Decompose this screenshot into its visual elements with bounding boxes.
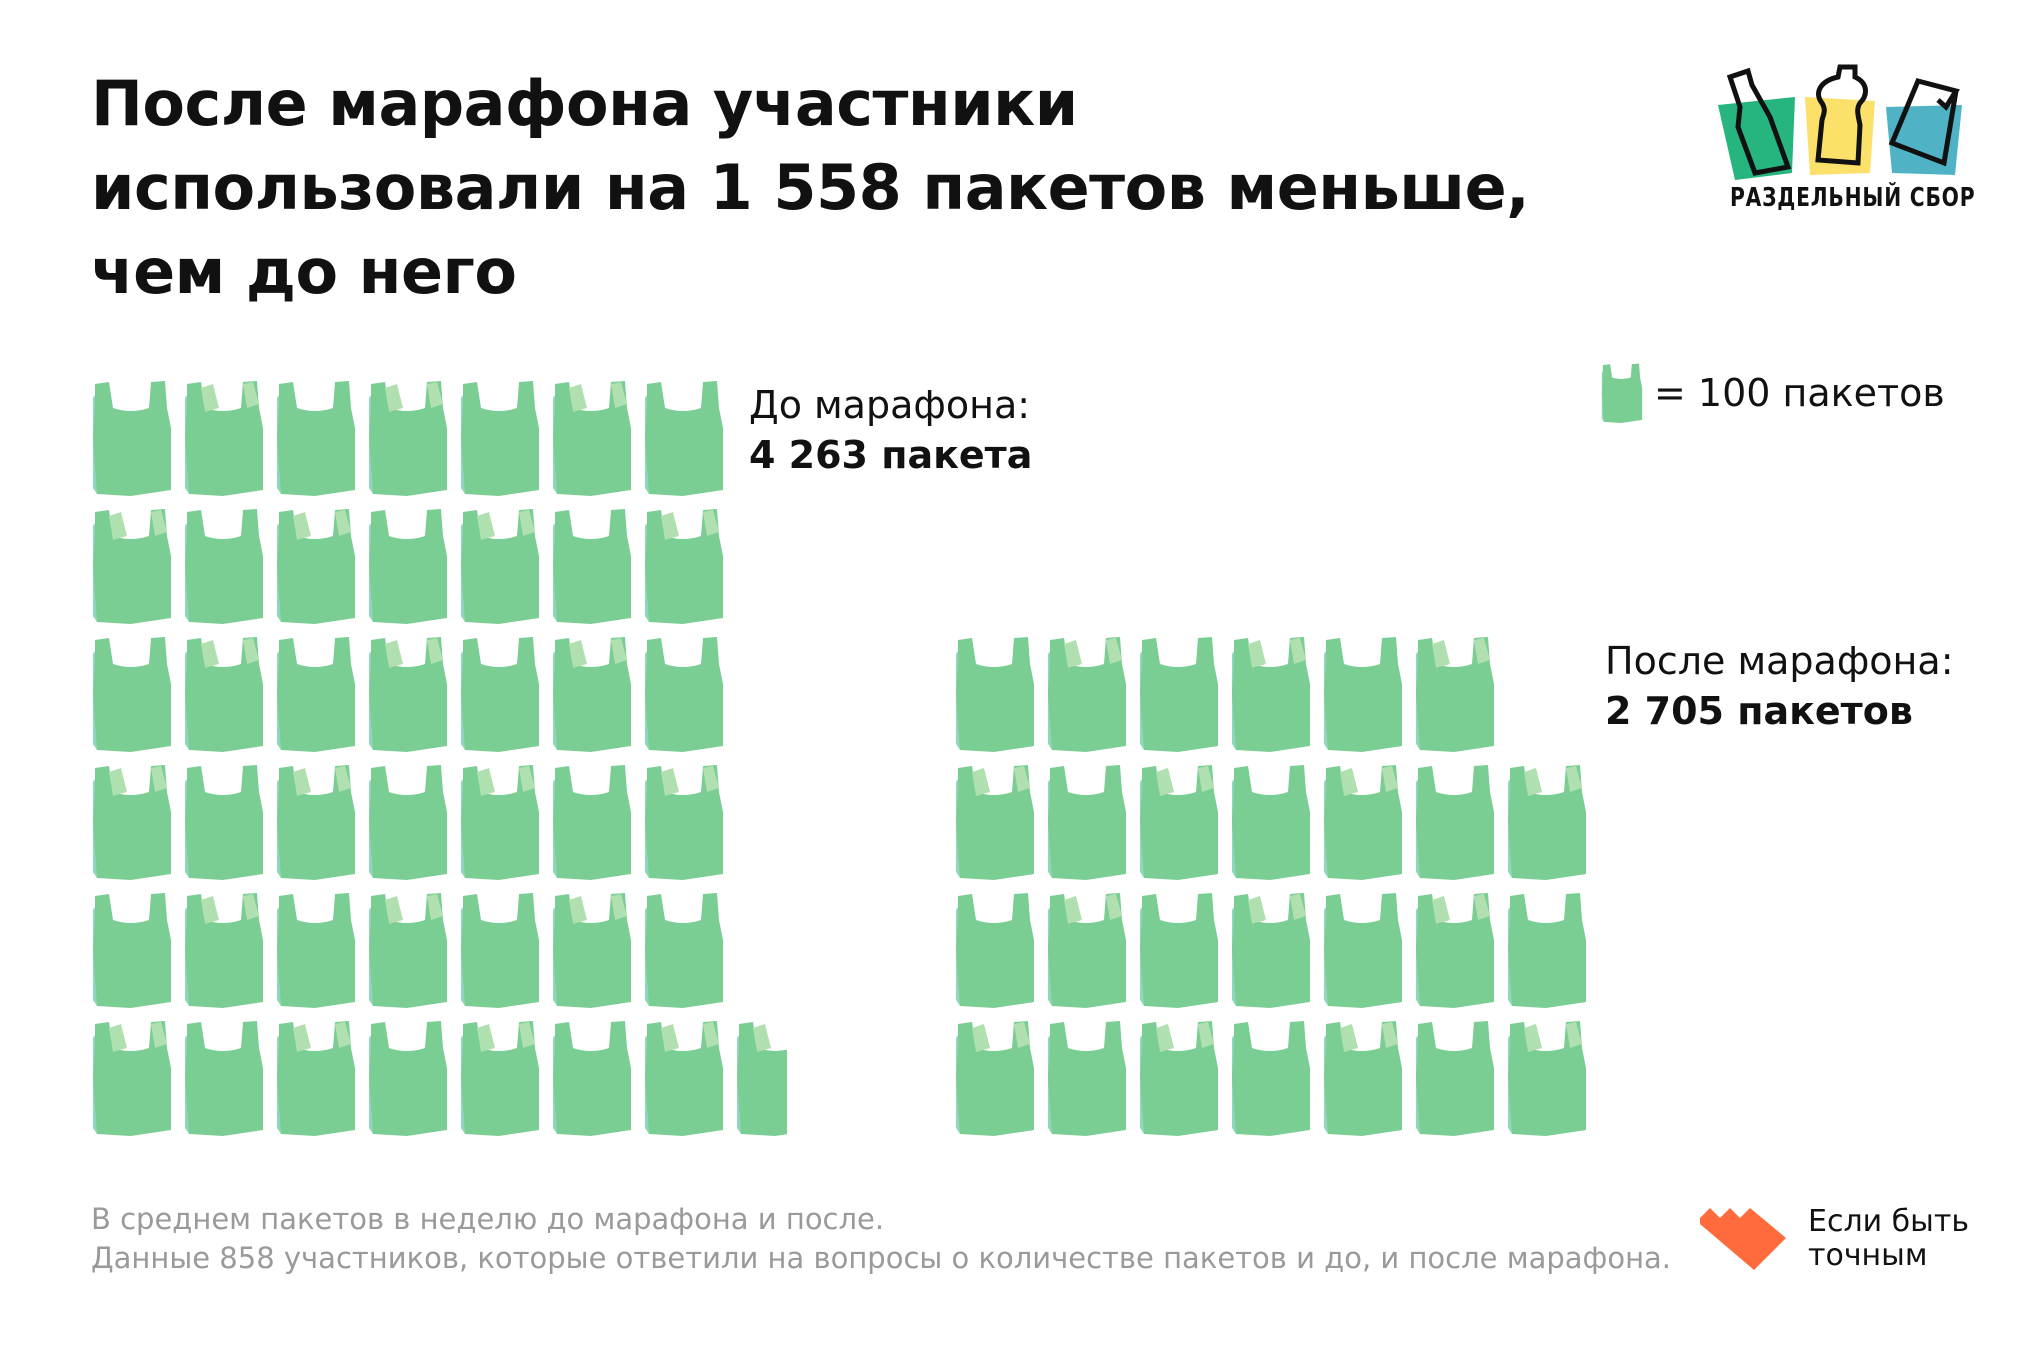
bag-mark [643,634,725,754]
bag-mark [459,634,541,754]
heart-logo-icon [1700,1208,1786,1270]
footnote-line: В среднем пакетов в неделю до марафона и… [91,1202,885,1236]
bag-mark [275,378,357,498]
bag-mark [275,634,357,754]
bag-mark [1414,1018,1496,1138]
bag-mark [91,378,173,498]
bag-mark [91,890,173,1010]
bag-mark [275,1018,357,1138]
bag-mark [551,1018,633,1138]
bag-mark [551,506,633,626]
before-label-text: До марафона: [749,383,1031,427]
after-label: После марафона: 2 705 пакетов [1605,636,1954,736]
bag-mark [91,762,173,882]
bag-mark [275,890,357,1010]
bag-mark [1506,762,1588,882]
brand-line: Если быть [1808,1204,1970,1239]
footnote: В среднем пакетов в неделю до марафона и… [91,1200,1671,1278]
bag-mark [735,1018,787,1138]
headline-line: использовали на 1 558 пакетов меньше, [91,151,1530,224]
brand-logo: Если быть точным [1700,1205,1969,1273]
bag-mark [954,1018,1036,1138]
separate-collection-logo: РАЗДЕЛЬНЫЙ СБОР [1700,55,1975,225]
bag-mark [643,762,725,882]
headline: После марафона участники использовали на… [91,62,1530,314]
legend-text: = 100 пакетов [1654,371,1945,415]
bag-icon [1601,363,1643,423]
bag-mark [367,506,449,626]
bag-mark [1138,634,1220,754]
bag-mark [1322,1018,1404,1138]
after-value: 2 705 пакетов [1605,689,1913,733]
bag-mark [1230,1018,1312,1138]
bag-mark [183,1018,265,1138]
bag-mark [459,378,541,498]
bag-mark [1322,762,1404,882]
bag-mark [275,506,357,626]
recycling-bins-icon [1718,64,1962,180]
legend: = 100 пакетов [1600,362,1945,424]
bag-mark [275,762,357,882]
bag-mark [91,1018,173,1138]
bag-mark [643,378,725,498]
bag-mark [1414,890,1496,1010]
bag-mark [1322,634,1404,754]
bag-mark [551,762,633,882]
bag-mark [1046,890,1128,1010]
before-value: 4 263 пакета [749,433,1033,477]
bag-mark [1046,634,1128,754]
bag-mark [954,634,1036,754]
bag-mark [1046,1018,1128,1138]
bag-mark [183,762,265,882]
bag-mark [459,762,541,882]
before-label: До марафона: 4 263 пакета [749,380,1032,480]
bag-mark [1138,890,1220,1010]
headline-line: чем до него [91,235,517,308]
bag-mark [459,506,541,626]
bag-mark [1414,762,1496,882]
bag-mark [183,890,265,1010]
bag-mark [1138,762,1220,882]
bag-mark [1506,890,1588,1010]
bag-mark [91,506,173,626]
bag-mark [1230,634,1312,754]
bag-mark [459,890,541,1010]
brand-line: точным [1808,1238,1928,1273]
bag-mark [551,890,633,1010]
bag-mark [643,1018,725,1138]
bag-mark [183,506,265,626]
bag-mark [367,890,449,1010]
bag-mark [643,890,725,1010]
bag-mark [643,506,725,626]
bag-mark [954,890,1036,1010]
footnote-line: Данные 858 участников, которые ответили … [91,1241,1672,1275]
bag-mark [1414,634,1496,754]
bag-mark [1046,762,1128,882]
bag-mark [367,378,449,498]
logo-text: РАЗДЕЛЬНЫЙ СБОР [1730,183,1976,213]
bag-mark [1138,1018,1220,1138]
bag-mark [551,634,633,754]
bag-mark [1322,890,1404,1010]
bag-mark [1230,890,1312,1010]
bag-mark [1506,1018,1588,1138]
bag-mark [367,634,449,754]
bag-mark [551,378,633,498]
bag-mark [1230,762,1312,882]
headline-line: После марафона участники [91,67,1078,140]
bag-mark [91,634,173,754]
bag-mark [183,378,265,498]
bag-mark [183,634,265,754]
bag-mark [367,762,449,882]
bag-mark [367,1018,449,1138]
bag-mark [459,1018,541,1138]
after-label-text: После марафона: [1605,639,1954,683]
bag-mark [954,762,1036,882]
